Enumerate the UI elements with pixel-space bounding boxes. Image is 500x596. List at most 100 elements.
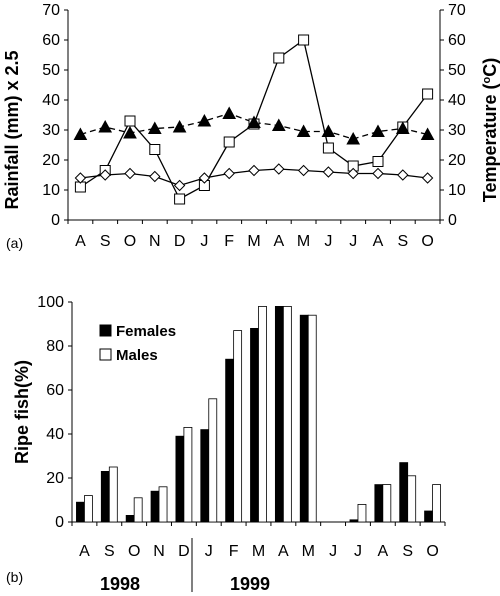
min-temperature-point xyxy=(198,172,211,184)
rainfall-point xyxy=(422,88,434,100)
bar-males xyxy=(108,466,118,523)
min-temperature-point xyxy=(74,172,87,184)
max-temperature-point xyxy=(271,118,286,131)
rainfall-point xyxy=(298,34,310,46)
legend-swatch-females xyxy=(99,324,112,337)
x-tick-label: J xyxy=(349,233,357,250)
x-tick-label: M xyxy=(302,543,315,560)
min-temperature-point xyxy=(322,166,335,178)
bars xyxy=(76,305,441,523)
min-temperature-point xyxy=(248,164,260,177)
year-label-1999: 1999 xyxy=(230,574,270,594)
left-y-tick-label: 60 xyxy=(42,32,60,49)
max-temperature-point xyxy=(172,119,187,133)
min-temperature-point xyxy=(99,169,111,181)
right-axis-title: Temperature (oC) xyxy=(480,58,500,202)
x-tick-label: S xyxy=(397,233,408,250)
right-y-tick-label: 20 xyxy=(448,152,466,169)
max-temperature-point xyxy=(420,127,435,140)
x-tick-label: J xyxy=(329,543,337,560)
x-tick-label: M xyxy=(252,543,265,560)
right-y-tick-label: 0 xyxy=(448,212,457,229)
x-tick-label: A xyxy=(79,543,90,560)
rainfall-point xyxy=(174,193,186,205)
x-tick-label: J xyxy=(200,233,208,250)
rainfall-temperature-chart: Rainfall (mm) x 2.5 Temperature (oC) 0 0 1… xyxy=(2,2,500,251)
min-temperature-point xyxy=(124,167,136,180)
x-tick-label: A xyxy=(377,543,388,560)
right-y-tick-label: 50 xyxy=(448,62,466,79)
legend: Females Males xyxy=(99,323,176,364)
bar-males xyxy=(357,503,367,523)
bar-males xyxy=(233,330,243,523)
bar-males xyxy=(282,305,292,523)
bar-females xyxy=(250,327,259,523)
min-temperature-point xyxy=(149,170,161,183)
left-y-tick-label: 10 xyxy=(42,182,60,199)
max-temperature-point xyxy=(247,115,261,128)
rainfall-point xyxy=(322,142,334,154)
legend-label-females: Females xyxy=(116,323,176,340)
y-tick-label: 100 xyxy=(37,294,64,311)
right-y-tick-label: 70 xyxy=(448,2,466,19)
x-tick-label: J xyxy=(205,543,213,560)
max-temperature-point xyxy=(321,124,336,137)
rainfall-point xyxy=(223,136,235,148)
x-tick-label: S xyxy=(104,543,115,560)
min-temperature-point xyxy=(397,169,409,181)
bar-females xyxy=(150,490,160,523)
x-tick-label: A xyxy=(373,233,384,250)
max-temperature-point xyxy=(395,121,410,134)
y-tick-label: 80 xyxy=(46,338,64,355)
bar-males xyxy=(84,495,93,523)
right-y-tick-label: 30 xyxy=(448,122,466,139)
x-tick-label: M xyxy=(247,233,260,250)
left-axis-title: Rainfall (mm) x 2.5 xyxy=(2,50,22,209)
x-tick-label: N xyxy=(153,543,165,560)
x-tick-label: A xyxy=(75,233,86,250)
bar-females xyxy=(200,429,210,523)
right-y-tick-label: 60 xyxy=(448,32,466,49)
max-temperature-point xyxy=(73,127,88,140)
bar-males xyxy=(183,426,193,523)
bar-females xyxy=(374,484,384,523)
bar-females xyxy=(274,305,284,523)
min-temperature-point xyxy=(273,163,285,175)
rainfall-point xyxy=(372,156,384,167)
series-markers xyxy=(73,34,435,205)
x-tick-label: S xyxy=(100,233,111,250)
rainfall-point xyxy=(124,115,136,127)
left-y-tick-label: 30 xyxy=(42,122,60,139)
min-temperature-point xyxy=(173,179,186,192)
y-tick-label: 60 xyxy=(46,382,64,399)
min-temperature-point xyxy=(372,167,384,180)
max-temperature-point xyxy=(98,119,113,133)
x-tick-label: O xyxy=(426,543,438,560)
right-y-tick-label: 40 xyxy=(448,92,466,109)
bar-males xyxy=(307,314,317,523)
y-tick-label: 20 xyxy=(46,470,64,487)
max-temperature-point xyxy=(371,124,385,137)
bar-males xyxy=(258,305,267,523)
y-axis-title: Ripe fish(%) xyxy=(12,360,32,464)
bar-males xyxy=(133,497,143,523)
x-tick-label: D xyxy=(174,233,186,250)
bar-females xyxy=(175,435,185,523)
legend-label-males: Males xyxy=(116,347,158,364)
bar-males xyxy=(432,484,441,523)
min-temperature-point xyxy=(347,167,359,180)
x-tick-label: D xyxy=(178,543,190,560)
rainfall-point xyxy=(273,52,285,64)
max-temperature-point xyxy=(296,124,311,137)
min-temperature-point xyxy=(421,172,434,184)
panel-label-b: (b) xyxy=(6,569,23,585)
bar-females xyxy=(349,519,359,523)
panel-label-a: (a) xyxy=(6,235,23,251)
bar-females xyxy=(424,510,433,523)
bar-males xyxy=(382,484,392,523)
min-temperature-point xyxy=(297,164,310,177)
bar-males xyxy=(208,398,218,523)
